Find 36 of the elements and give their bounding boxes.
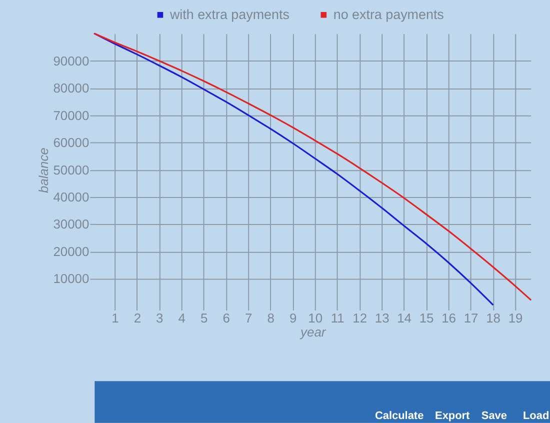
y-tick-label: 80000 [53,80,90,96]
y-tick-label: 60000 [53,135,90,150]
y-axis-title: balance [36,148,52,193]
y-tick-label: 10000 [53,271,90,286]
x-tick-label: 11 [330,310,344,326]
x-tick-label: 6 [222,310,230,326]
y-tick-label: 40000 [53,190,90,205]
x-tick-label: 7 [245,310,252,326]
x-tick-label: 10 [308,310,323,326]
x-tick-label: 15 [419,310,434,326]
x-tick-label: 9 [289,310,297,326]
y-tick-label: 90000 [53,53,90,68]
x-tick-label: 1 [112,310,119,326]
x-tick-label: 16 [442,310,456,326]
x-tick-label: 5 [200,310,208,326]
text: Calculate [374,410,424,422]
x-tick-label: 14 [397,310,412,326]
x-axis-title: year [300,324,326,340]
legend-label: no extra payments [333,6,444,22]
text: Load [522,410,550,422]
x-tick-label: 2 [134,310,142,326]
x-tick-label: 8 [267,310,274,326]
y-tick-label: 50000 [53,162,90,178]
y-tick-label: 20000 [53,244,90,259]
x-tick-label: 18 [486,310,500,326]
x-tick-label: 13 [374,310,390,326]
y-tick-label: 30000 [53,216,90,232]
x-tick-label: 3 [156,310,164,326]
x-tick-label: 19 [508,310,523,326]
x-tick-label: 4 [178,310,186,326]
x-tick-label: 12 [352,310,368,326]
x-tick-label: 17 [464,310,478,326]
text: Export [435,410,470,422]
legend-label: with extra payments [168,6,290,22]
text: Save [481,410,507,422]
y-tick-label: 70000 [53,108,90,123]
